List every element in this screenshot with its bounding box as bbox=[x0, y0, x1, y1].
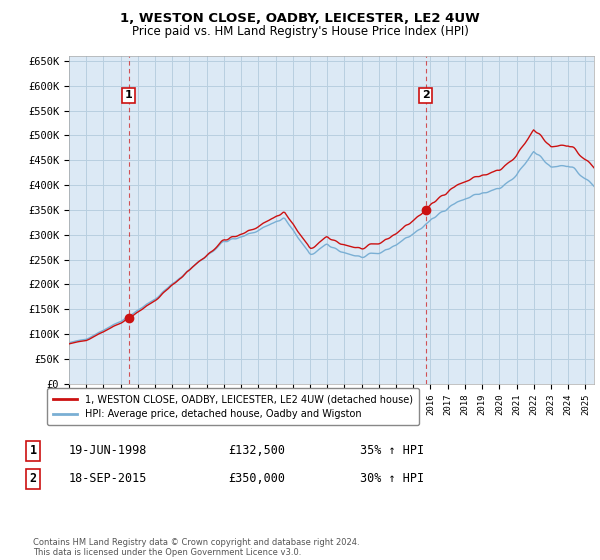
Text: 35% ↑ HPI: 35% ↑ HPI bbox=[360, 444, 424, 458]
Text: 2: 2 bbox=[29, 472, 37, 486]
Text: 1: 1 bbox=[29, 444, 37, 458]
Text: Price paid vs. HM Land Registry's House Price Index (HPI): Price paid vs. HM Land Registry's House … bbox=[131, 25, 469, 38]
Text: 1, WESTON CLOSE, OADBY, LEICESTER, LE2 4UW: 1, WESTON CLOSE, OADBY, LEICESTER, LE2 4… bbox=[120, 12, 480, 25]
Text: 30% ↑ HPI: 30% ↑ HPI bbox=[360, 472, 424, 486]
Text: 19-JUN-1998: 19-JUN-1998 bbox=[69, 444, 148, 458]
Text: 1: 1 bbox=[125, 90, 133, 100]
Legend: 1, WESTON CLOSE, OADBY, LEICESTER, LE2 4UW (detached house), HPI: Average price,: 1, WESTON CLOSE, OADBY, LEICESTER, LE2 4… bbox=[47, 389, 419, 425]
Text: 18-SEP-2015: 18-SEP-2015 bbox=[69, 472, 148, 486]
Text: 2: 2 bbox=[422, 90, 430, 100]
Text: Contains HM Land Registry data © Crown copyright and database right 2024.
This d: Contains HM Land Registry data © Crown c… bbox=[33, 538, 359, 557]
Text: £350,000: £350,000 bbox=[228, 472, 285, 486]
Text: £132,500: £132,500 bbox=[228, 444, 285, 458]
